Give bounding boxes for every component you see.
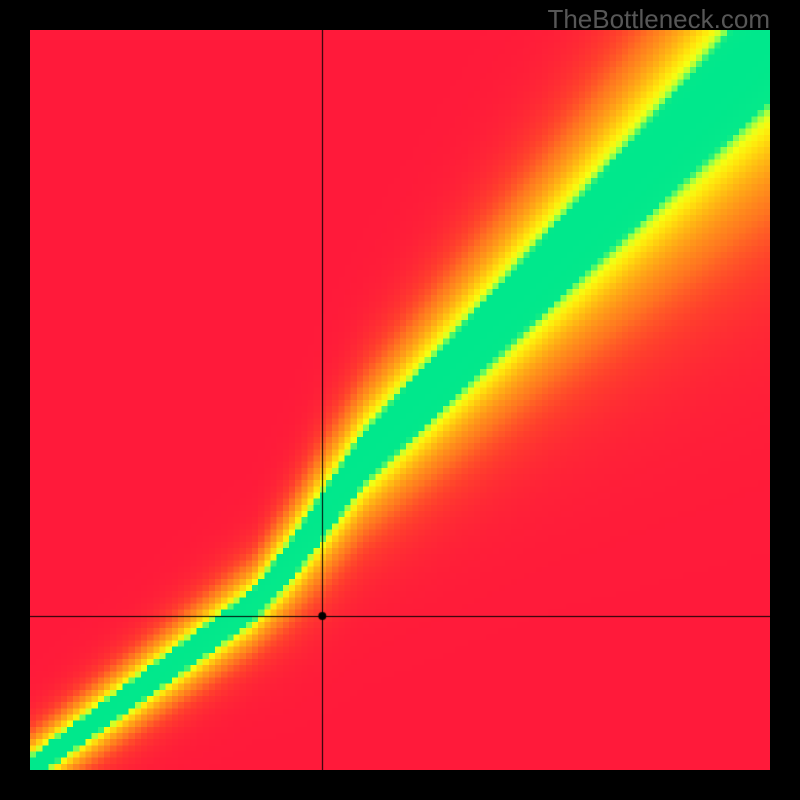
crosshair-overlay <box>30 30 770 770</box>
chart-container: TheBottleneck.com <box>0 0 800 800</box>
